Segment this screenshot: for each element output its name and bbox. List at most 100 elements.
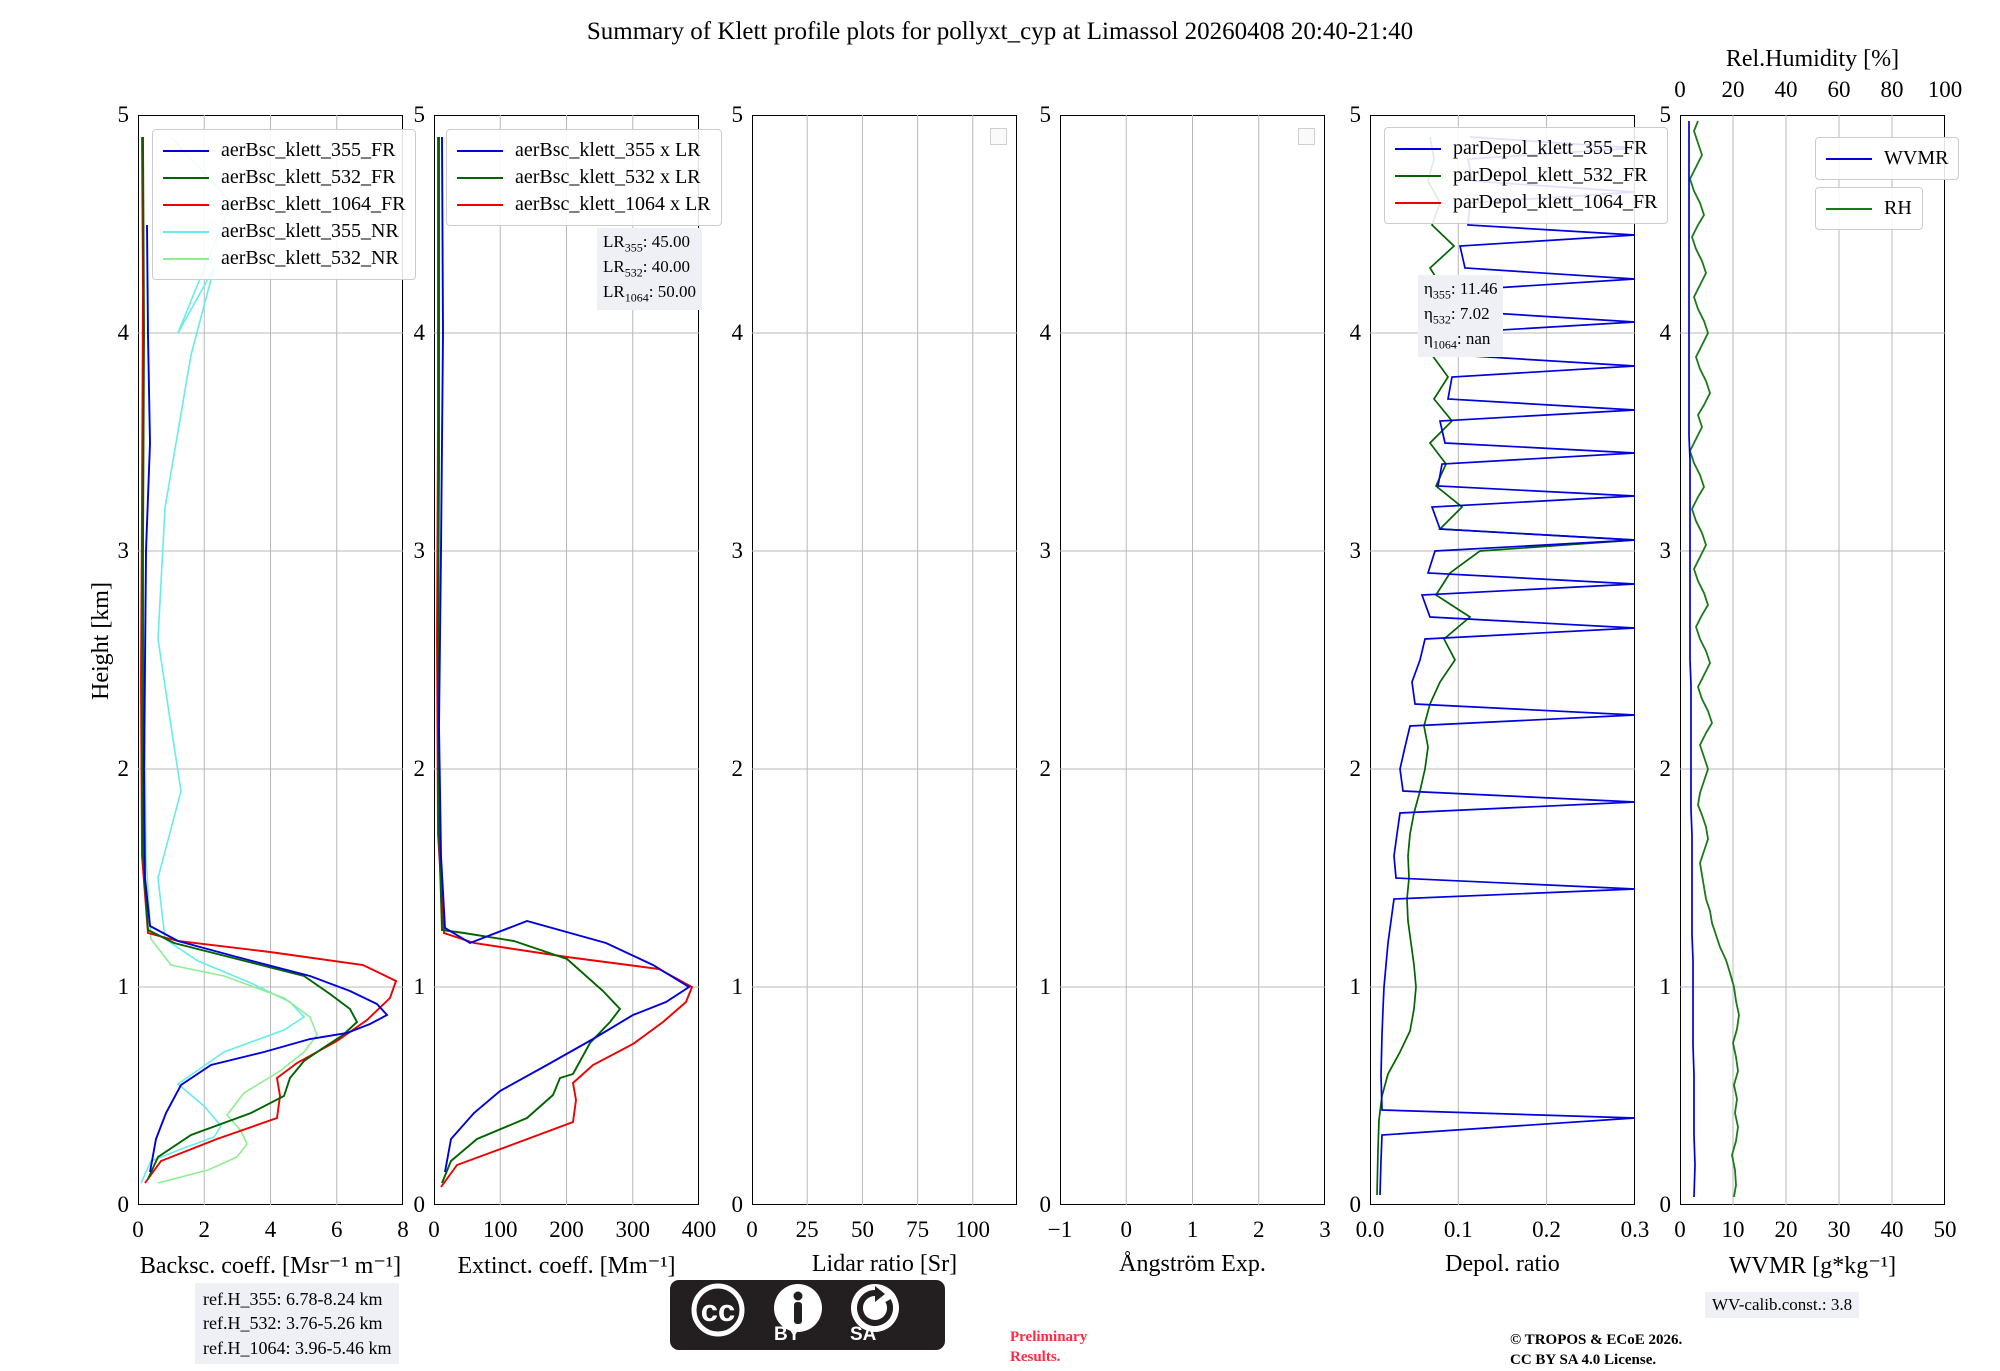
- x-tick: 4: [264, 1217, 277, 1242]
- lr-355-base: LR: [603, 232, 625, 251]
- y-tick-3: 3: [1039, 538, 1052, 563]
- panel-backscatter: 0 1 2 3 4 5 0 2 4 6 8 Backsc. coeff. [Ms…: [118, 102, 417, 1279]
- y-tick-0: 0: [731, 1192, 744, 1217]
- legend-item[interactable]: aerBsc_klett_532_NR: [163, 245, 405, 272]
- empty-legend-box[interactable]: [990, 128, 1007, 145]
- legend-line-pardepol532-icon: [1395, 174, 1441, 177]
- x-axis-title-backscatter: Backsc. coeff. [Msr⁻¹ m⁻¹]: [139, 1253, 402, 1279]
- wv-calibration-constant: WV-calib.const.: 3.8: [1705, 1292, 1860, 1318]
- y-axis-title: Height [km]: [88, 582, 114, 700]
- legend-label: aerBsc_klett_1064 x LR: [515, 193, 711, 215]
- legend-wvmr[interactable]: WVMR: [1815, 137, 1960, 180]
- legend-item[interactable]: RH: [1826, 195, 1912, 222]
- legend-label: parDepol_klett_1064_FR: [1453, 191, 1658, 213]
- legend-line-wvmr-icon: [1826, 157, 1872, 160]
- panel-lidar-ratio: 0 1 2 3 4 5 0 25 50 75 100 Lidar ratio […: [732, 102, 1017, 1277]
- y-tick-5: 5: [413, 102, 426, 127]
- y-tick-5: 5: [117, 102, 130, 127]
- top-tick: 60: [1827, 77, 1851, 102]
- y-tick-2: 2: [1039, 756, 1052, 781]
- y-tick-2: 2: [1349, 756, 1362, 781]
- x-tick: 0: [132, 1217, 144, 1242]
- lidar-ratio-annotation: LR355: 45.00 LR532: 40.00 LR1064: 50.00: [597, 228, 702, 310]
- legend-extinction[interactable]: aerBsc_klett_355 x LR aerBsc_klett_532 x…: [446, 129, 722, 226]
- x-tick: 0.2: [1532, 1217, 1561, 1242]
- y-tick-4: 4: [117, 320, 130, 345]
- x-tick: −1: [1047, 1217, 1073, 1242]
- legend-item[interactable]: aerBsc_klett_355_FR: [163, 137, 405, 164]
- copyright-line-2: CC BY SA 4.0 License.: [1510, 1352, 1657, 1369]
- eta-355-row: η355: 11.46: [1424, 278, 1497, 303]
- y-tick-1: 1: [1039, 974, 1052, 999]
- legend-item[interactable]: aerBsc_klett_532 x LR: [457, 164, 711, 191]
- cc-sa-label: SA: [850, 1324, 877, 1345]
- legend-item[interactable]: parDepol_klett_355_FR: [1395, 135, 1657, 162]
- preliminary-line-2: Results.: [1010, 1348, 1061, 1365]
- x-axis-title-depolarization: Depol. ratio: [1445, 1251, 1560, 1277]
- x-tick: 3: [1319, 1217, 1331, 1242]
- legend-item[interactable]: aerBsc_klett_355 x LR: [457, 137, 711, 164]
- preliminary-results-note: Preliminary Results.: [1010, 1328, 1087, 1367]
- top-tick: 40: [1774, 77, 1798, 102]
- y-tick-2: 2: [731, 756, 744, 781]
- ref-h-355: ref.H_355: 6.78-8.24 km: [203, 1289, 383, 1309]
- legend-item[interactable]: aerBsc_klett_355_NR: [163, 218, 405, 245]
- y-tick-0: 0: [1349, 1192, 1362, 1217]
- legend-line-532-icon: [457, 176, 503, 179]
- legend-item[interactable]: aerBsc_klett_1064 x LR: [457, 191, 711, 218]
- x-tick: 0.3: [1620, 1217, 1650, 1242]
- lr-1064-sub: 1064: [624, 290, 649, 305]
- x-tick: 100: [955, 1217, 990, 1242]
- legend-label: WVMR: [1884, 147, 1949, 169]
- legend-item[interactable]: aerBsc_klett_1064_FR: [163, 191, 405, 218]
- empty-legend-box[interactable]: [1298, 128, 1315, 145]
- x-axis-title-angstrom: Ångström Exp.: [1119, 1251, 1266, 1277]
- legend-item[interactable]: WVMR: [1826, 145, 1948, 172]
- legend-rh[interactable]: RH: [1815, 187, 1923, 230]
- top-tick: 20: [1721, 77, 1745, 102]
- legend-line-355nr-icon: [163, 230, 209, 233]
- lr-355-row: LR355: 45.00: [603, 231, 696, 256]
- x-tick: 2: [198, 1217, 211, 1242]
- lr-532-sub: 532: [624, 265, 643, 280]
- eta-532-row: η532: 7.02: [1424, 303, 1497, 328]
- top-tick: 100: [1927, 77, 1963, 102]
- eta-532-value: : 7.02: [1450, 304, 1490, 324]
- lr-532-value: : 40.00: [642, 257, 690, 277]
- svg-text:cc: cc: [701, 1293, 735, 1328]
- legend-item[interactable]: parDepol_klett_532_FR: [1395, 162, 1657, 189]
- x-tick: 2: [1253, 1217, 1265, 1242]
- legend-line-532nr-icon: [163, 257, 209, 260]
- x-tick: 6: [331, 1217, 343, 1242]
- lr-532-base: LR: [603, 257, 625, 277]
- legend-backscatter[interactable]: aerBsc_klett_355_FR aerBsc_klett_532_FR …: [152, 129, 417, 280]
- lr-1064-row: LR1064: 50.00: [603, 281, 696, 306]
- y-tick-5: 5: [1659, 102, 1672, 127]
- legend-line-1064fr-icon: [163, 203, 209, 206]
- ref-h-1064: ref.H_1064: 3.96-5.46 km: [203, 1337, 392, 1358]
- eta-1064-row: η1064: nan: [1424, 328, 1497, 353]
- eta-532-base: η: [1424, 304, 1433, 324]
- y-tick-0: 0: [1659, 1192, 1672, 1217]
- cc-logo-icon: cc: [691, 1283, 899, 1337]
- y-tick-4: 4: [731, 320, 744, 345]
- legend-depolarization[interactable]: parDepol_klett_355_FR parDepol_klett_532…: [1384, 127, 1669, 224]
- legend-item[interactable]: aerBsc_klett_532_FR: [163, 164, 405, 191]
- legend-label: parDepol_klett_532_FR: [1453, 164, 1648, 186]
- y-tick-2: 2: [413, 756, 426, 781]
- eta-1064-sub: 1064: [1432, 337, 1457, 352]
- lr-532-row: LR532: 40.00: [603, 256, 696, 281]
- y-tick-1: 1: [117, 974, 130, 999]
- y-tick-2: 2: [117, 756, 130, 781]
- x-tick: 20: [1774, 1217, 1798, 1242]
- x-tick: 0.1: [1443, 1217, 1473, 1242]
- legend-line-355fr-icon: [163, 149, 209, 152]
- y-tick-3: 3: [1349, 538, 1362, 563]
- x-tick: 0: [428, 1217, 440, 1242]
- x-tick: 1: [1186, 1217, 1199, 1242]
- legend-label: aerBsc_klett_1064_FR: [221, 193, 406, 215]
- eta-532-sub: 532: [1432, 312, 1451, 327]
- panel-wvmr-rh: 0 1 2 3 4 5 0 20 40 60 80 100 Rel.Humidi…: [1660, 46, 1963, 1279]
- legend-item[interactable]: parDepol_klett_1064_FR: [1395, 189, 1657, 216]
